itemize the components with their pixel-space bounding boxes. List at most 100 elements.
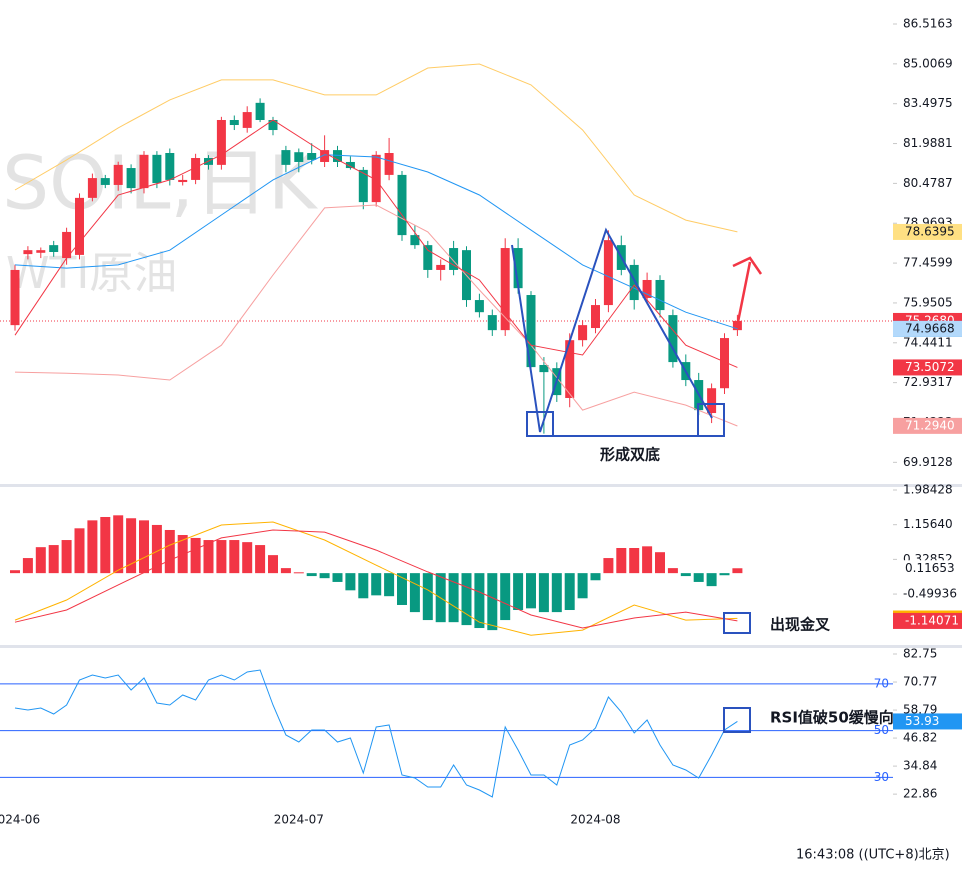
line [14, 669, 738, 798]
histogram-bar [667, 568, 678, 574]
level-label: 50 [874, 723, 889, 737]
y-tick-label: 69.9128 [903, 455, 953, 469]
histogram-bar [74, 528, 85, 574]
histogram-bar [487, 573, 498, 631]
histogram-bar [293, 572, 304, 574]
candle-body [165, 152, 175, 180]
y-tick-label: -0.49936 [903, 587, 957, 601]
level-label: 30 [874, 770, 889, 784]
w-pattern [511, 227, 713, 433]
candle-body [500, 248, 510, 331]
histogram-bar [642, 546, 653, 574]
annotation: 形成双底 [600, 446, 660, 464]
histogram-bar [22, 558, 33, 574]
box [526, 411, 554, 437]
y-tick-label: 82.75 [903, 647, 937, 661]
candle-body [126, 168, 136, 189]
y-tick-label: 34.84 [903, 759, 937, 773]
histogram-bar [151, 524, 162, 574]
line [14, 119, 738, 368]
histogram-bar [229, 540, 240, 574]
candle-body [565, 340, 575, 398]
histogram-bar [409, 573, 420, 613]
price-tag [893, 612, 962, 629]
candle-body [294, 152, 304, 162]
price-tag [893, 320, 962, 337]
histogram-bar [190, 537, 201, 574]
histogram-bar [242, 542, 253, 574]
histogram-bar [319, 573, 330, 579]
candle-body [526, 295, 536, 368]
histogram-bar [538, 573, 549, 613]
histogram-bar [255, 545, 266, 574]
level-label: 70 [874, 676, 889, 690]
histogram-bar [526, 573, 536, 609]
histogram-bar [616, 548, 627, 574]
candle-body [113, 164, 123, 185]
y-tick-label: 58.79 [903, 703, 937, 717]
candle-body [539, 364, 549, 373]
candle-body [603, 240, 613, 306]
line [14, 204, 738, 427]
histogram-bar [564, 573, 575, 611]
histogram-bar [332, 573, 343, 582]
candle-body [62, 231, 72, 259]
footer-time: 16:43:08 ((UTC+8)北京) [796, 848, 950, 863]
candle-body [732, 320, 742, 331]
candle-body [397, 174, 407, 236]
annotation: RSI值破50缓慢向 [770, 709, 894, 727]
candle-body [23, 250, 33, 255]
candle-body [629, 264, 639, 301]
histogram-bar [680, 573, 691, 577]
candle-body [513, 248, 523, 289]
price-tag-label: 74.9668 [905, 321, 955, 335]
y-tick-label: 22.86 [903, 787, 937, 801]
histogram-bar [10, 570, 20, 574]
histogram-bar [461, 573, 472, 626]
box [697, 403, 725, 437]
candle-body [152, 154, 162, 184]
histogram-bar [113, 515, 124, 574]
price-tag [893, 560, 962, 577]
panel-separator [0, 484, 962, 487]
arrow [732, 256, 763, 323]
y-tick-label: 70.77 [903, 675, 937, 689]
candle-body [410, 235, 420, 246]
price-tag-label: 0.11653 [905, 561, 955, 575]
histogram-bar [177, 535, 188, 574]
y-tick-label: 72.9317 [903, 375, 953, 389]
histogram-bar [87, 520, 98, 574]
histogram-bar [216, 540, 227, 574]
candle-body [371, 154, 381, 203]
histogram-bar [358, 573, 369, 599]
arrow-head [732, 256, 763, 275]
histogram-bar [35, 547, 46, 574]
line [14, 63, 738, 233]
histogram-bar [693, 573, 704, 582]
line [14, 521, 738, 636]
price-tag [893, 417, 962, 434]
histogram-bar [164, 529, 175, 574]
candle-body [49, 245, 59, 252]
histogram-bar [629, 548, 640, 574]
candle-body [242, 112, 252, 128]
histogram-bar [448, 573, 459, 623]
histogram-bar [422, 573, 433, 621]
y-tick-label: 80.4787 [903, 176, 953, 190]
candle-body [216, 119, 226, 165]
candle-body [139, 154, 149, 189]
histogram-bar [719, 573, 730, 576]
candle-body [384, 152, 394, 175]
box [723, 707, 751, 733]
histogram-bar [345, 573, 356, 591]
histogram-bar [500, 573, 511, 621]
candle-body [178, 179, 188, 183]
plot: 86.516385.006983.497581.988180.478778.96… [0, 17, 962, 827]
y-tick-label: 86.5163 [903, 17, 953, 31]
candle-body [707, 388, 717, 414]
candle-body [436, 264, 446, 270]
histogram-bar [371, 573, 382, 596]
histogram-bar [513, 573, 524, 611]
